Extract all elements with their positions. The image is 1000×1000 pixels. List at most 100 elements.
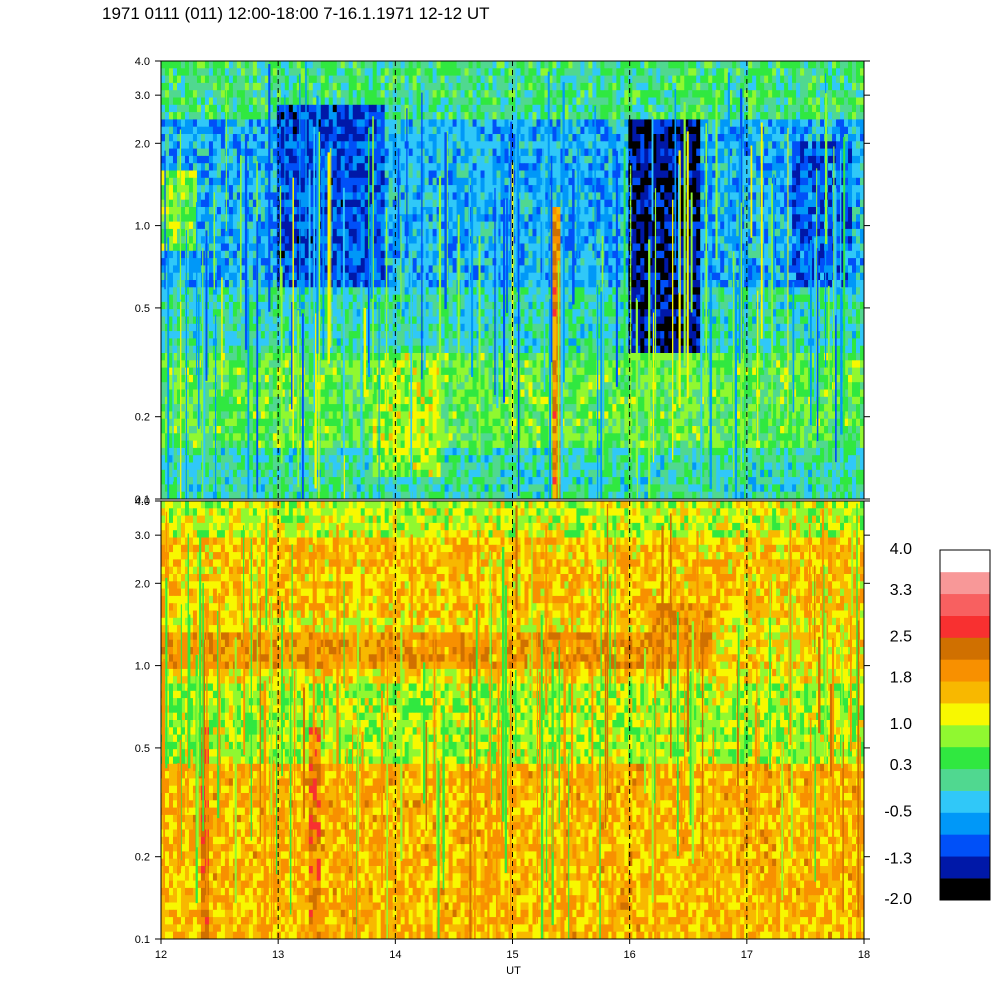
intensity-cell bbox=[264, 68, 270, 76]
intensity-cell bbox=[340, 134, 346, 142]
intensity-cell bbox=[268, 68, 274, 76]
intensity-cell bbox=[664, 75, 669, 84]
intensity-cell bbox=[276, 119, 282, 128]
intensity-cell bbox=[240, 90, 246, 98]
intensity-cell bbox=[700, 119, 705, 128]
intensity-cell bbox=[728, 199, 733, 208]
intensity-cell bbox=[272, 265, 278, 274]
intensity-cell bbox=[792, 258, 797, 266]
intensity-cell bbox=[580, 82, 585, 91]
intensity-cell bbox=[252, 214, 258, 222]
intensity-cell bbox=[376, 97, 382, 106]
intensity-cell bbox=[164, 119, 170, 128]
intensity-cell bbox=[844, 97, 849, 106]
intensity-cell bbox=[364, 126, 370, 135]
intensity-cell bbox=[184, 97, 190, 106]
intensity-cell bbox=[656, 119, 661, 128]
intensity-cell bbox=[200, 177, 206, 186]
intensity-cell bbox=[272, 250, 278, 259]
intensity-cell bbox=[716, 185, 721, 193]
intensity-cell bbox=[340, 119, 346, 128]
intensity-cell bbox=[412, 214, 418, 222]
intensity-cell bbox=[668, 228, 673, 237]
intensity-cell bbox=[644, 61, 649, 69]
intensity-cell bbox=[456, 119, 461, 128]
intensity-cell bbox=[440, 61, 445, 69]
intensity-cell bbox=[276, 258, 282, 266]
intensity-cell bbox=[680, 243, 685, 252]
intensity-cell bbox=[464, 199, 469, 208]
intensity-cell bbox=[856, 185, 861, 193]
intensity-cell bbox=[220, 155, 226, 164]
intensity-cell bbox=[416, 112, 422, 120]
intensity-cell bbox=[484, 221, 489, 230]
intensity-cell bbox=[232, 75, 238, 84]
intensity-cell bbox=[172, 61, 178, 69]
intensity-cell bbox=[212, 119, 218, 128]
intensity-cell bbox=[816, 214, 821, 222]
intensity-cell bbox=[488, 214, 493, 222]
intensity-cell bbox=[184, 104, 190, 113]
intensity-cell bbox=[448, 192, 453, 201]
intensity-cell bbox=[344, 141, 350, 149]
intensity-cell bbox=[304, 126, 310, 135]
intensity-cell bbox=[552, 243, 557, 252]
intensity-cell bbox=[668, 75, 673, 84]
intensity-cell bbox=[280, 250, 286, 259]
intensity-cell bbox=[360, 68, 366, 76]
intensity-cell bbox=[252, 75, 258, 84]
intensity-cell bbox=[161, 75, 166, 84]
intensity-cell bbox=[376, 82, 382, 91]
intensity-cell bbox=[468, 97, 473, 106]
intensity-cell bbox=[420, 228, 426, 237]
intensity-cell bbox=[856, 68, 861, 76]
intensity-cell bbox=[232, 82, 238, 91]
intensity-cell bbox=[464, 104, 469, 113]
intensity-cell bbox=[576, 119, 581, 128]
intensity-cell bbox=[180, 90, 186, 98]
intensity-cell bbox=[260, 214, 266, 222]
intensity-cell bbox=[796, 155, 801, 164]
intensity-cell bbox=[308, 214, 314, 222]
intensity-cell bbox=[196, 207, 202, 215]
intensity-cell bbox=[620, 141, 625, 149]
intensity-cell bbox=[220, 228, 226, 237]
intensity-cell bbox=[336, 141, 342, 149]
intensity-cell bbox=[460, 155, 465, 164]
intensity-cell bbox=[332, 192, 338, 201]
intensity-cell bbox=[176, 207, 182, 215]
intensity-cell bbox=[564, 141, 569, 149]
intensity-cell bbox=[352, 141, 358, 149]
intensity-cell bbox=[192, 141, 198, 149]
intensity-cell bbox=[408, 236, 414, 244]
intensity-cell bbox=[844, 170, 849, 179]
intensity-cell bbox=[680, 250, 685, 259]
intensity-cell bbox=[536, 170, 541, 179]
intensity-cell bbox=[640, 177, 645, 186]
intensity-cell bbox=[420, 148, 426, 157]
intensity-cell bbox=[376, 221, 382, 230]
intensity-cell bbox=[740, 199, 745, 208]
intensity-cell bbox=[644, 82, 649, 91]
intensity-cell bbox=[688, 141, 693, 149]
intensity-cell bbox=[632, 134, 637, 142]
intensity-cell bbox=[460, 112, 465, 120]
intensity-cell bbox=[564, 126, 569, 135]
intensity-cell bbox=[604, 112, 609, 120]
intensity-cell bbox=[228, 126, 234, 135]
intensity-cell bbox=[608, 243, 613, 252]
intensity-cell bbox=[300, 104, 306, 113]
intensity-cell bbox=[352, 126, 358, 135]
intensity-cell bbox=[552, 68, 557, 76]
intensity-cell bbox=[836, 82, 841, 91]
intensity-cell bbox=[556, 119, 561, 128]
intensity-cell bbox=[856, 192, 861, 201]
intensity-cell bbox=[820, 177, 825, 186]
intensity-cell bbox=[416, 126, 422, 135]
intensity-cell bbox=[688, 207, 693, 215]
intensity-cell bbox=[308, 228, 314, 237]
intensity-cell bbox=[544, 141, 549, 149]
intensity-cell bbox=[772, 104, 777, 113]
intensity-cell bbox=[696, 68, 701, 76]
